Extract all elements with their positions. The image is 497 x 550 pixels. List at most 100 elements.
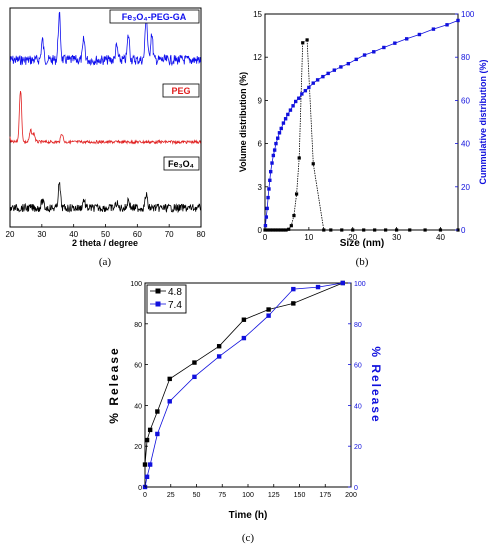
size-point-1 [279, 228, 283, 232]
size-point-2 [456, 18, 460, 23]
xrd-x-tick-label: 50 [101, 230, 110, 239]
size-series-line-1 [265, 39, 458, 231]
size-point-2 [311, 81, 315, 85]
size-x-tick-label: 40 [436, 233, 445, 242]
size-y-tick-label: 3 [258, 183, 263, 192]
release-x-tick-label: 200 [345, 492, 357, 499]
release-x-tick-label: 25 [167, 492, 175, 499]
xrd-x-tick-label: 70 [165, 230, 174, 239]
release-y-tick-label: 0 [138, 485, 142, 492]
size-point-1 [423, 228, 427, 232]
size-point-1 [271, 228, 275, 232]
legend-label-fe3o4-peg-ga: Fe₃O₄-PEG-GA [122, 12, 187, 22]
size-y-tick-label: 9 [258, 96, 263, 105]
size-point-1 [362, 228, 366, 232]
size-point-2 [286, 112, 290, 117]
size-point-1 [289, 224, 293, 228]
size-point-2 [277, 131, 282, 135]
size-point-1 [297, 156, 301, 160]
legend-peg: PEG [162, 83, 200, 98]
size-point-2 [263, 223, 268, 228]
size-point-1 [273, 228, 278, 232]
caption-c: (c) [242, 532, 255, 544]
release-y2-tick-label: 60 [354, 363, 362, 370]
size-point-2 [270, 161, 274, 165]
size-point-2 [362, 53, 367, 57]
release-x-tick-label: 100 [242, 492, 254, 499]
legend-label-4-8: 4.8 [168, 287, 182, 298]
xrd-x-axis-label: 2 theta / degree [72, 238, 138, 248]
release-y2-tick-label: 0 [354, 485, 358, 492]
xrd-x-tick-label: 60 [133, 230, 142, 239]
size-point-2 [339, 65, 343, 69]
legend-label-peg: PEG [171, 86, 190, 96]
release-y-tick-label: 40 [134, 403, 142, 410]
release-y2-tick-label: 20 [354, 444, 362, 451]
size-x-tick-label: 20 [348, 233, 357, 242]
size-point-1 [292, 214, 296, 218]
size-point-1 [268, 228, 272, 232]
size-x-axis-label: Size (nm) [340, 238, 384, 249]
size-x-tick-label: 0 [263, 233, 268, 242]
size-point-2 [332, 68, 337, 72]
release-point-2 [291, 286, 296, 292]
size-y-tick-label: 6 [258, 140, 263, 149]
size-point-2 [326, 71, 330, 76]
release-plot-frame [144, 282, 352, 488]
release-x-tick-label: 50 [193, 492, 201, 499]
legend-fe3o4-peg-ga: Fe₃O₄-PEG-GA [109, 9, 200, 24]
size-x-tick-label: 30 [392, 233, 401, 242]
legend-label-fe3o4: Fe₃O₄ [168, 159, 194, 169]
size-point-2 [266, 195, 270, 200]
xrd-x-tick-label: 40 [69, 230, 78, 239]
release-x-tick-label: 75 [218, 492, 226, 499]
size-y2-tick-label: 40 [461, 140, 470, 149]
size-y2-tick-label: 0 [461, 226, 466, 235]
release-point-1 [241, 317, 247, 322]
size-point-2 [281, 121, 286, 125]
release-point-1 [142, 462, 148, 467]
size-y2-tick-label: 100 [461, 10, 475, 19]
release-series-line-2 [144, 282, 343, 488]
release-point-1 [192, 360, 197, 365]
caption-b: (b) [356, 256, 369, 268]
size-y2-tick-label: 80 [461, 53, 470, 62]
size-point-2 [291, 104, 295, 108]
size-point-1 [329, 228, 333, 232]
size-distribution-chart: 0 10 20 30 40 0 3 6 9 12 15 0 20 40 60 80 100 Size (nm… [238, 10, 488, 249]
size-point-2 [382, 45, 386, 50]
size-point-1 [287, 227, 291, 231]
size-point-2 [288, 108, 293, 112]
size-plot-frame [264, 13, 459, 231]
release-point-1 [144, 437, 150, 443]
xrd-trace-2 [9, 91, 201, 146]
release-x-tick-label: 175 [319, 492, 331, 499]
size-point-2 [321, 74, 325, 79]
release-x-axis-label: Time (h) [229, 510, 268, 521]
legend-fe3o4: Fe₃O₄ [163, 156, 200, 171]
xrd-x-tick-label: 30 [37, 230, 46, 239]
size-point-1 [373, 228, 377, 232]
size-point-1 [311, 162, 315, 166]
size-point-1 [384, 228, 388, 232]
size-point-2 [445, 23, 449, 27]
xrd-chart: 20 30 40 50 60 70 80 2 theta / degree Fe₃O₄-PE… [6, 7, 206, 248]
release-x-tick-label: 125 [268, 492, 280, 499]
xrd-plot-frame [9, 7, 202, 228]
size-point-2 [303, 88, 308, 93]
size-point-1 [281, 228, 286, 232]
release-point-2 [216, 354, 222, 359]
size-point-2 [404, 37, 409, 41]
size-point-1 [340, 228, 344, 232]
release-point-1 [155, 409, 160, 414]
size-point-1 [305, 38, 309, 42]
size-y-tick-label: 15 [253, 10, 262, 19]
release-point-2 [241, 335, 247, 341]
release-point-1 [167, 376, 172, 382]
xrd-x-tick-label: 20 [6, 230, 15, 239]
size-point-2 [283, 117, 288, 121]
release-y2-tick-label: 100 [354, 281, 366, 288]
legend-marker-4-8 [155, 288, 161, 294]
release-point-2 [266, 313, 271, 318]
